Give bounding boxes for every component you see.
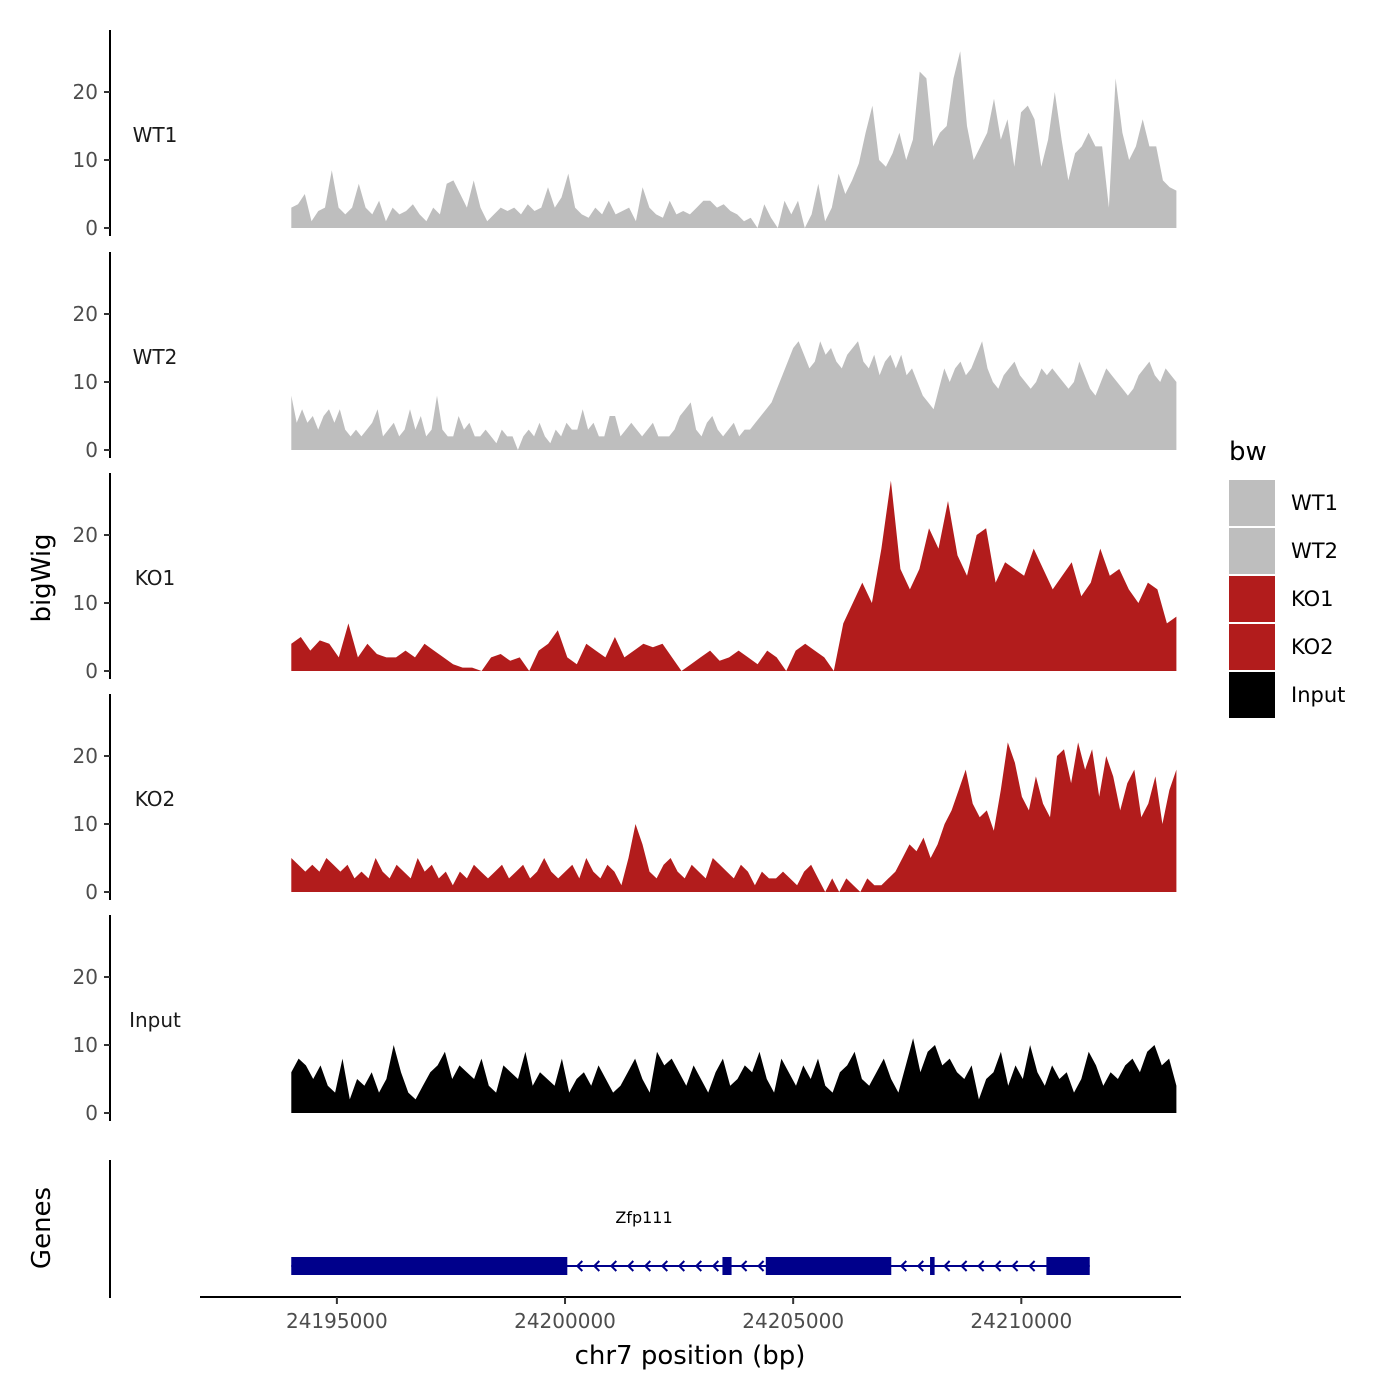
y-tick-label-input-10: 10 (73, 1033, 98, 1057)
gene-zfp111: Zfp111 (291, 1208, 1090, 1275)
genes-axis-title: Genes (27, 1187, 57, 1269)
legend-entry-input: Input (1229, 672, 1345, 718)
legend-label-ko1: KO1 (1291, 587, 1334, 611)
coverage-area-input (291, 1038, 1177, 1113)
strand-arrow (711, 1260, 720, 1272)
strand-arrow (677, 1260, 686, 1272)
gene-label-zfp111: Zfp111 (615, 1208, 672, 1227)
coverage-area-ko1 (291, 480, 1177, 671)
strand-arrow (1011, 1260, 1019, 1272)
strand-arrow (994, 1260, 1002, 1272)
strand-arrow (1028, 1260, 1036, 1272)
y-tick-label-wt2-10: 10 (73, 370, 98, 394)
track-wt1: 0 10 20 WT1 (73, 30, 1177, 240)
strand-arrow (643, 1260, 652, 1272)
strand-arrow (592, 1260, 601, 1272)
track-label-ko2: KO2 (135, 787, 176, 811)
strand-arrow (575, 1260, 584, 1272)
x-tick-label-24200000: 24200000 (514, 1309, 616, 1333)
strand-arrow (660, 1260, 669, 1272)
y-axis-title: bigWig (27, 533, 57, 622)
y-tick-label-ko2-10: 10 (73, 812, 98, 836)
strand-arrow (916, 1260, 924, 1272)
y-tick-label-wt1-0: 0 (85, 216, 98, 240)
y-tick-label-ko2-20: 20 (73, 744, 98, 768)
track-ko2: 0 10 20 KO2 (73, 694, 1177, 904)
strand-arrow (899, 1260, 907, 1272)
strand-arrow (626, 1260, 635, 1272)
coverage-area-wt2 (291, 341, 1177, 450)
track-label-ko1: KO1 (135, 566, 176, 590)
y-tick-label-ko1-0: 0 (85, 659, 98, 683)
gene-exon-2 (722, 1257, 732, 1275)
legend: bw WT1 WT2 KO1 KO2 Input (1229, 437, 1345, 718)
gene-exon-4 (930, 1257, 935, 1275)
gene-exon-5 (1046, 1257, 1090, 1275)
legend-entry-ko1: KO1 (1229, 576, 1334, 622)
x-tick-label-24205000: 24205000 (742, 1309, 844, 1333)
gene-exon-1 (291, 1257, 568, 1275)
y-tick-label-wt1-20: 20 (73, 80, 98, 104)
gene-exon-3 (765, 1257, 892, 1275)
legend-entry-wt1: WT1 (1229, 480, 1338, 526)
legend-label-wt2: WT2 (1291, 539, 1338, 563)
x-axis: 24195000 24200000 24205000 24210000 (200, 1296, 1181, 1333)
y-tick-label-input-0: 0 (85, 1101, 98, 1125)
legend-entry-wt2: WT2 (1229, 528, 1338, 574)
legend-swatch-ko1 (1229, 576, 1275, 622)
track-ko1: 0 10 20 KO1 (73, 473, 1177, 683)
strand-arrow (694, 1260, 703, 1272)
x-tick-label-24195000: 24195000 (286, 1309, 388, 1333)
legend-swatch-wt2 (1229, 528, 1275, 574)
y-tick-label-wt1-10: 10 (73, 148, 98, 172)
legend-label-ko2: KO2 (1291, 635, 1334, 659)
legend-swatch-wt1 (1229, 480, 1275, 526)
x-tick-label-24210000: 24210000 (970, 1309, 1072, 1333)
genes-panel: Zfp111 (109, 1160, 1090, 1298)
track-label-wt2: WT2 (133, 345, 178, 369)
track-input: 0 10 20 Input (73, 915, 1177, 1125)
strand-arrow (740, 1260, 748, 1272)
legend-label-wt1: WT1 (1291, 491, 1338, 515)
strand-arrow (977, 1260, 985, 1272)
tracks-group: 0 10 20 WT1 0 10 20 WT2 0 10 20 KO1 0 10 20 KO2 0 10 20 Inp… (73, 30, 1177, 1125)
legend-swatch-input (1229, 672, 1275, 718)
x-axis-title: chr7 position (bp) (575, 1341, 806, 1371)
coverage-area-wt1 (291, 51, 1177, 229)
coverage-area-ko2 (291, 742, 1177, 892)
strand-arrow (757, 1260, 765, 1272)
track-label-input: Input (129, 1008, 181, 1032)
y-tick-label-wt2-0: 0 (85, 438, 98, 462)
legend-label-input: Input (1291, 683, 1345, 707)
y-tick-label-wt2-20: 20 (73, 302, 98, 326)
legend-swatch-ko2 (1229, 624, 1275, 670)
track-label-wt1: WT1 (133, 123, 178, 147)
y-tick-label-input-20: 20 (73, 965, 98, 989)
strand-arrow (960, 1260, 968, 1272)
strand-arrow (943, 1260, 951, 1272)
legend-entries: WT1 WT2 KO1 KO2 Input (1229, 480, 1345, 718)
y-tick-label-ko2-0: 0 (85, 880, 98, 904)
strand-arrow (609, 1260, 618, 1272)
y-tick-label-ko1-20: 20 (73, 523, 98, 547)
legend-entry-ko2: KO2 (1229, 624, 1334, 670)
legend-title: bw (1229, 437, 1267, 467)
y-tick-label-ko1-10: 10 (73, 591, 98, 615)
track-wt2: 0 10 20 WT2 (73, 252, 1177, 462)
